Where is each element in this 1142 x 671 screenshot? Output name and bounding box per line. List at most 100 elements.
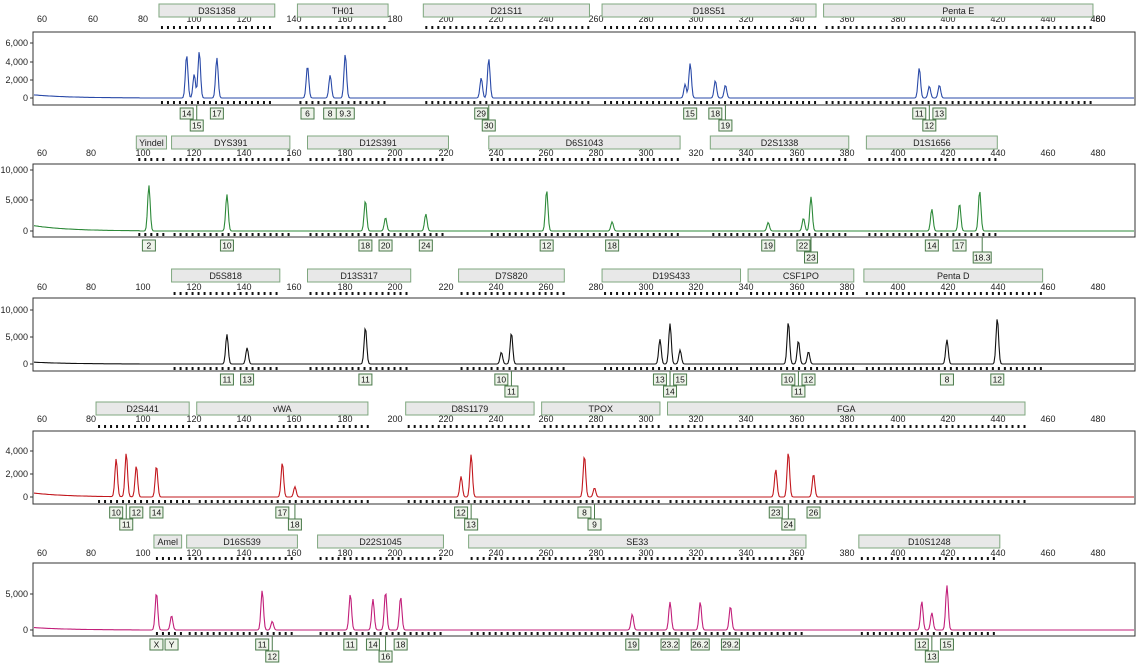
marker-bin[interactable]	[95, 401, 190, 416]
marker-bin[interactable]	[405, 401, 535, 416]
marker-bin[interactable]	[601, 268, 742, 283]
allele-call[interactable]	[219, 239, 234, 252]
allele-call[interactable]	[300, 107, 315, 120]
allele-call[interactable]	[660, 638, 680, 651]
allele-call[interactable]	[952, 239, 967, 252]
allele-call[interactable]	[164, 638, 179, 651]
allele-call[interactable]	[179, 107, 194, 120]
allele-call[interactable]	[335, 107, 355, 120]
marker-bin[interactable]	[458, 268, 565, 283]
allele-call[interactable]	[720, 638, 740, 651]
marker-bin[interactable]	[186, 534, 298, 549]
allele-call[interactable]	[189, 119, 204, 132]
marker-bin[interactable]	[158, 3, 276, 18]
allele-call[interactable]	[781, 518, 796, 531]
allele-call[interactable]	[358, 373, 373, 386]
allele-call[interactable]	[129, 506, 144, 519]
marker-bin[interactable]	[171, 135, 291, 150]
allele-call[interactable]	[804, 251, 819, 264]
marker-bin[interactable]	[541, 401, 661, 416]
allele-call[interactable]	[219, 373, 234, 386]
allele-call[interactable]	[141, 239, 156, 252]
allele-call[interactable]	[673, 373, 688, 386]
marker-bin[interactable]	[296, 3, 389, 18]
allele-call[interactable]	[240, 373, 255, 386]
marker-bin[interactable]	[468, 534, 807, 549]
allele-call[interactable]	[119, 518, 134, 531]
allele-call[interactable]	[932, 107, 947, 120]
allele-call[interactable]	[275, 506, 290, 519]
marker-bin[interactable]	[601, 3, 817, 18]
marker-bin[interactable]	[863, 268, 1044, 283]
allele-call[interactable]	[454, 506, 469, 519]
marker-bin[interactable]	[488, 135, 681, 150]
allele-call[interactable]	[393, 638, 408, 651]
x-tick-label: 120	[186, 148, 201, 158]
allele-call[interactable]	[796, 239, 811, 252]
allele-call[interactable]	[690, 638, 710, 651]
allele-call[interactable]	[464, 518, 479, 531]
marker-bin[interactable]	[196, 401, 369, 416]
marker-bin[interactable]	[307, 135, 449, 150]
allele-call[interactable]	[265, 650, 280, 663]
allele-call[interactable]	[781, 373, 796, 386]
allele-call[interactable]	[939, 638, 954, 651]
allele-call[interactable]	[652, 373, 667, 386]
allele-call[interactable]	[605, 239, 620, 252]
allele-call[interactable]	[761, 239, 776, 252]
allele-call[interactable]	[149, 506, 164, 519]
allele-call[interactable]	[255, 638, 270, 651]
allele-call[interactable]	[539, 239, 554, 252]
allele-label: 18	[711, 109, 721, 119]
marker-bin[interactable]	[171, 268, 281, 283]
allele-call[interactable]	[378, 239, 393, 252]
allele-call[interactable]	[791, 385, 806, 398]
marker-bin[interactable]	[865, 135, 998, 150]
allele-call[interactable]	[343, 638, 358, 651]
allele-call[interactable]	[718, 119, 733, 132]
allele-call[interactable]	[912, 107, 927, 120]
allele-call[interactable]	[481, 119, 496, 132]
marker-bin[interactable]	[307, 268, 412, 283]
allele-call[interactable]	[625, 638, 640, 651]
allele-call[interactable]	[683, 107, 698, 120]
x-tick-label: 100	[135, 282, 150, 292]
allele-call[interactable]	[708, 107, 723, 120]
allele-call[interactable]	[924, 650, 939, 663]
marker-bin[interactable]	[823, 3, 1094, 18]
marker-bin[interactable]	[317, 534, 444, 549]
allele-label: 23	[806, 253, 816, 263]
marker-bin[interactable]	[747, 268, 855, 283]
marker-bin[interactable]	[422, 3, 590, 18]
allele-call[interactable]	[149, 638, 164, 651]
allele-call[interactable]	[587, 518, 602, 531]
x-tick-label: 100	[135, 414, 150, 424]
allele-call[interactable]	[663, 385, 678, 398]
allele-call[interactable]	[577, 506, 592, 519]
allele-call[interactable]	[109, 506, 124, 519]
marker-bin[interactable]	[858, 534, 1001, 549]
marker-bin[interactable]	[667, 401, 1026, 416]
allele-call[interactable]	[494, 373, 509, 386]
allele-call[interactable]	[358, 239, 373, 252]
allele-call[interactable]	[914, 638, 929, 651]
allele-call[interactable]	[287, 518, 302, 531]
marker-bin[interactable]	[153, 534, 183, 549]
marker-bin[interactable]	[135, 135, 168, 150]
allele-call[interactable]	[365, 638, 380, 651]
allele-call[interactable]	[209, 107, 224, 120]
allele-call[interactable]	[378, 650, 393, 663]
allele-call[interactable]	[806, 506, 821, 519]
allele-call[interactable]	[924, 239, 939, 252]
allele-call[interactable]	[922, 119, 937, 132]
allele-call[interactable]	[972, 251, 992, 264]
allele-call[interactable]	[504, 385, 519, 398]
allele-call[interactable]	[474, 107, 489, 120]
allele-call[interactable]	[768, 506, 783, 519]
allele-call[interactable]	[418, 239, 433, 252]
allele-call[interactable]	[801, 373, 816, 386]
allele-label: 19	[763, 241, 773, 251]
allele-call[interactable]	[939, 373, 954, 386]
marker-bin[interactable]	[709, 135, 850, 150]
allele-call[interactable]	[990, 373, 1005, 386]
